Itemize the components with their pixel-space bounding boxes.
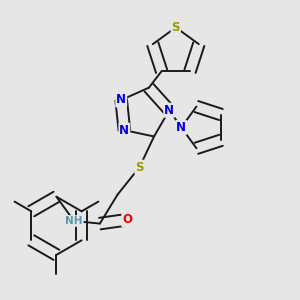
Text: S: S <box>172 21 180 34</box>
Text: NH: NH <box>65 216 83 226</box>
Text: S: S <box>135 160 144 174</box>
Text: N: N <box>164 104 174 117</box>
Text: O: O <box>122 213 132 226</box>
Text: N: N <box>119 124 129 137</box>
Text: N: N <box>116 94 126 106</box>
Text: N: N <box>176 121 186 134</box>
